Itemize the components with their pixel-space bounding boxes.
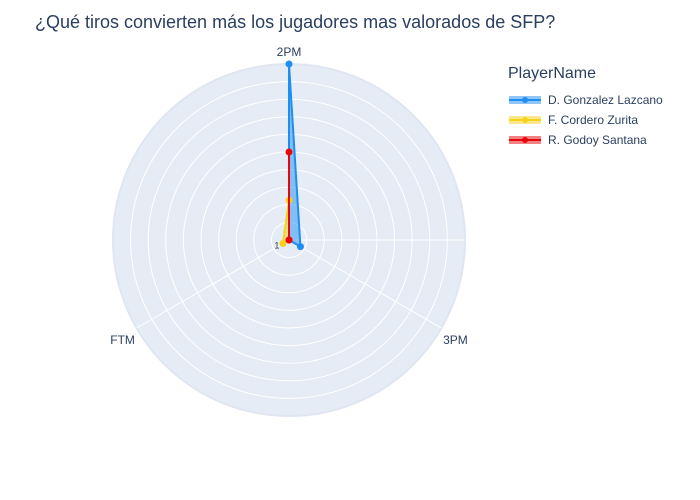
legend-swatch-2 xyxy=(509,136,541,144)
axis-label-2pm: 2PM xyxy=(277,45,302,59)
chart-title: ¿Qué tiros convierten más los jugadores … xyxy=(35,12,556,32)
series-2-point-2[interactable] xyxy=(285,236,293,244)
radial-tick-label: 1 xyxy=(274,240,279,250)
series-0-point-1[interactable] xyxy=(296,243,304,251)
series-1-point-2[interactable] xyxy=(279,240,287,248)
angular-gridline xyxy=(136,239,290,329)
legend-item[interactable]: D. Gonzalez Lazcano xyxy=(508,90,698,110)
legend: PlayerName D. Gonzalez Lazcano F. Corder… xyxy=(508,64,698,150)
axis-label-ftm: FTM xyxy=(110,333,135,347)
legend-swatch-1 xyxy=(509,116,541,124)
axis-label-3pm: 3PM xyxy=(443,333,468,347)
legend-item[interactable]: R. Godoy Santana xyxy=(508,130,698,150)
series-0-point-0[interactable] xyxy=(285,60,293,68)
angular-gridline xyxy=(288,239,442,329)
legend-label: D. Gonzalez Lazcano xyxy=(548,93,663,107)
legend-title: PlayerName xyxy=(508,65,597,82)
legend-item[interactable]: F. Cordero Zurita xyxy=(508,110,698,130)
legend-label: R. Godoy Santana xyxy=(548,133,647,147)
legend-label: F. Cordero Zurita xyxy=(548,113,639,127)
series-2-point-0[interactable] xyxy=(285,148,293,156)
legend-swatch-0 xyxy=(509,96,541,104)
